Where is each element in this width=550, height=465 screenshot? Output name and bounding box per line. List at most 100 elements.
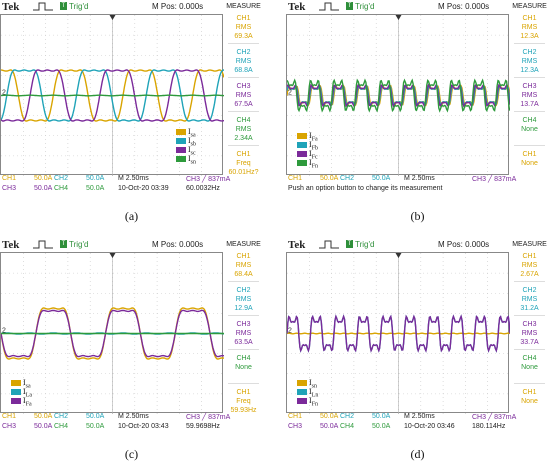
trigger-status-icon: T <box>346 2 353 10</box>
measure-panel[interactable]: MEASURE CH1 RMS 12.3A CH2 RMS 12.3A CH3 RMS 13.7A… <box>510 0 549 175</box>
measure-item[interactable]: CH2 RMS 68.8A <box>224 48 263 75</box>
measure-line: RMS <box>521 296 538 303</box>
legend-subscript: Fa <box>311 136 318 143</box>
waveform-ch1 <box>287 332 510 335</box>
panel-caption: (c) <box>124 447 139 461</box>
measure-panel[interactable]: MEASURE CH1 RMS 68.4A CH2 RMS 12.9A CH3 RMS 63.5A… <box>224 238 263 415</box>
measure-line: 33.7A <box>520 339 539 346</box>
readout-bottom-item: 10-Oct-20 03:43 <box>118 423 169 430</box>
measure-item[interactable]: CH3 RMS 63.5A <box>224 320 263 347</box>
measure-line: None <box>521 398 538 405</box>
legend-label: Isa <box>23 378 31 390</box>
measure-item[interactable]: CH1 None <box>510 388 549 415</box>
legend-label: Isc <box>188 145 196 157</box>
measure-item[interactable]: CH4 None <box>224 354 263 381</box>
brand-label: Tek <box>288 239 306 251</box>
scope-top-bar: Tek T Trig'd M Pos: 0.000s <box>0 238 263 252</box>
readout-bottom-item: 59.9698Hz <box>186 423 220 430</box>
legend-label: ILn <box>309 387 318 399</box>
measure-item[interactable]: CH3 RMS 67.5A <box>224 82 263 109</box>
legend-label: Isb <box>188 136 196 148</box>
legend-entry: ILn <box>297 387 337 399</box>
measure-line: None <box>521 160 538 167</box>
legend-swatch <box>11 380 21 386</box>
measure-divider <box>228 43 259 44</box>
legend-entry: Isa <box>176 127 216 139</box>
measure-line: RMS <box>235 330 252 337</box>
readout-top-item: CH1 <box>288 175 303 182</box>
measure-item[interactable]: CH4 None <box>510 116 549 143</box>
measure-line: None <box>521 126 538 133</box>
readout-bottom-item: 50.0A <box>34 423 53 430</box>
status-message: Push an option button to change its meas… <box>288 185 443 192</box>
measure-item[interactable]: CH1 RMS 69.3A <box>224 14 263 41</box>
measure-item[interactable]: CH3 RMS 33.7A <box>510 320 549 347</box>
legend-subscript: Fa <box>25 401 32 408</box>
measure-divider <box>228 315 259 316</box>
measure-item[interactable]: CH2 RMS 31.2A <box>510 286 549 313</box>
measure-line: RMS <box>235 92 252 99</box>
measure-item[interactable]: CH3 RMS 13.7A <box>510 82 549 109</box>
measure-line: RMS <box>235 58 252 65</box>
horizontal-position: M Pos: 0.000s <box>438 2 490 11</box>
measure-line <box>224 372 263 381</box>
ground-marker: 2 <box>2 90 6 97</box>
readout-top-item: M 2.50ms <box>118 175 149 182</box>
legend-swatch <box>176 147 186 153</box>
legend-symbol: I <box>23 396 26 405</box>
readout-bottom-item: 50.0A <box>372 423 391 430</box>
measure-divider <box>514 349 545 350</box>
legend-subscript: Fc <box>311 154 318 161</box>
measure-item[interactable]: CH1 None <box>510 150 549 177</box>
measure-panel[interactable]: MEASURE CH1 RMS 69.3A CH2 RMS 68.8A CH3 RMS 67.5A… <box>224 0 263 177</box>
measure-item[interactable]: CH4 RMS 2.34A <box>224 116 263 143</box>
measure-divider <box>228 77 259 78</box>
legend-entry: Isn <box>176 154 216 166</box>
legend-entry: IFa <box>11 396 51 408</box>
measure-item[interactable]: CH1 Freq 60.01Hz? <box>224 150 263 177</box>
trigger-marker-icon <box>109 253 116 258</box>
readout-top-item: CH2 <box>340 175 355 182</box>
readout-bottom-item: 180.114Hz <box>472 423 506 430</box>
measure-line: 2.67A <box>520 271 539 278</box>
legend-subscript: sb <box>190 141 197 148</box>
scope-screen: 2 Isa ILa IFa <box>0 252 224 414</box>
scope-panel: Tek T Trig'd M Pos: 0.000s 2 IFa IFb IFc IFn MEAS… <box>286 0 549 205</box>
legend-swatch <box>297 160 307 166</box>
measure-item[interactable]: CH4 None <box>510 354 549 381</box>
measure-line: RMS <box>521 24 538 31</box>
scope-readout: CH1 50.0A CH2 50.0A M 2.50ms CH3 ╱ 837mA CH3 50… <box>0 413 263 435</box>
ground-marker: 2 <box>2 328 6 335</box>
brand-label: Tek <box>288 1 306 13</box>
measure-line: CH1 <box>522 151 537 158</box>
legend-symbol: I <box>309 158 312 167</box>
measure-panel[interactable]: MEASURE CH1 RMS 2.67A CH2 RMS 31.2A CH3 RMS 33.7A… <box>510 238 549 413</box>
measure-divider <box>228 383 259 384</box>
measure-item[interactable]: CH1 RMS 68.4A <box>224 252 263 279</box>
measure-item[interactable]: CH1 RMS 12.3A <box>510 14 549 41</box>
measure-line: RMS <box>521 58 538 65</box>
panel-caption: (d) <box>410 447 425 461</box>
legend-entry: ILa <box>11 387 51 399</box>
legend-swatch <box>297 151 307 157</box>
measure-item[interactable]: CH2 RMS 12.3A <box>510 48 549 75</box>
measure-line: CH3 <box>522 321 537 328</box>
measure-header: MEASURE <box>512 3 547 10</box>
measure-item[interactable]: CH1 RMS 2.67A <box>510 252 549 279</box>
measure-line: CH4 <box>236 117 251 124</box>
measure-divider <box>514 281 545 282</box>
readout-top-item: M 2.50ms <box>118 413 149 420</box>
measure-line: 13.7A <box>520 101 539 108</box>
measure-line: CH1 <box>236 151 251 158</box>
readout-top-item: 50.0A <box>86 175 105 182</box>
measure-line: CH1 <box>236 253 251 260</box>
waveform-ch3 <box>1 69 224 122</box>
measure-item[interactable]: CH1 Freq 59.93Hz <box>224 388 263 415</box>
scope-readout: CH1 50.0A CH2 50.0A M 2.50ms CH3 ╱ 837mA CH3 50… <box>0 175 263 197</box>
measure-item[interactable]: CH2 RMS 12.9A <box>224 286 263 313</box>
measure-header: MEASURE <box>226 3 261 10</box>
measure-line: CH3 <box>236 83 251 90</box>
legend-swatch <box>297 133 307 139</box>
readout-bottom-item: CH4 <box>340 423 355 430</box>
measure-line: Freq <box>236 160 251 167</box>
